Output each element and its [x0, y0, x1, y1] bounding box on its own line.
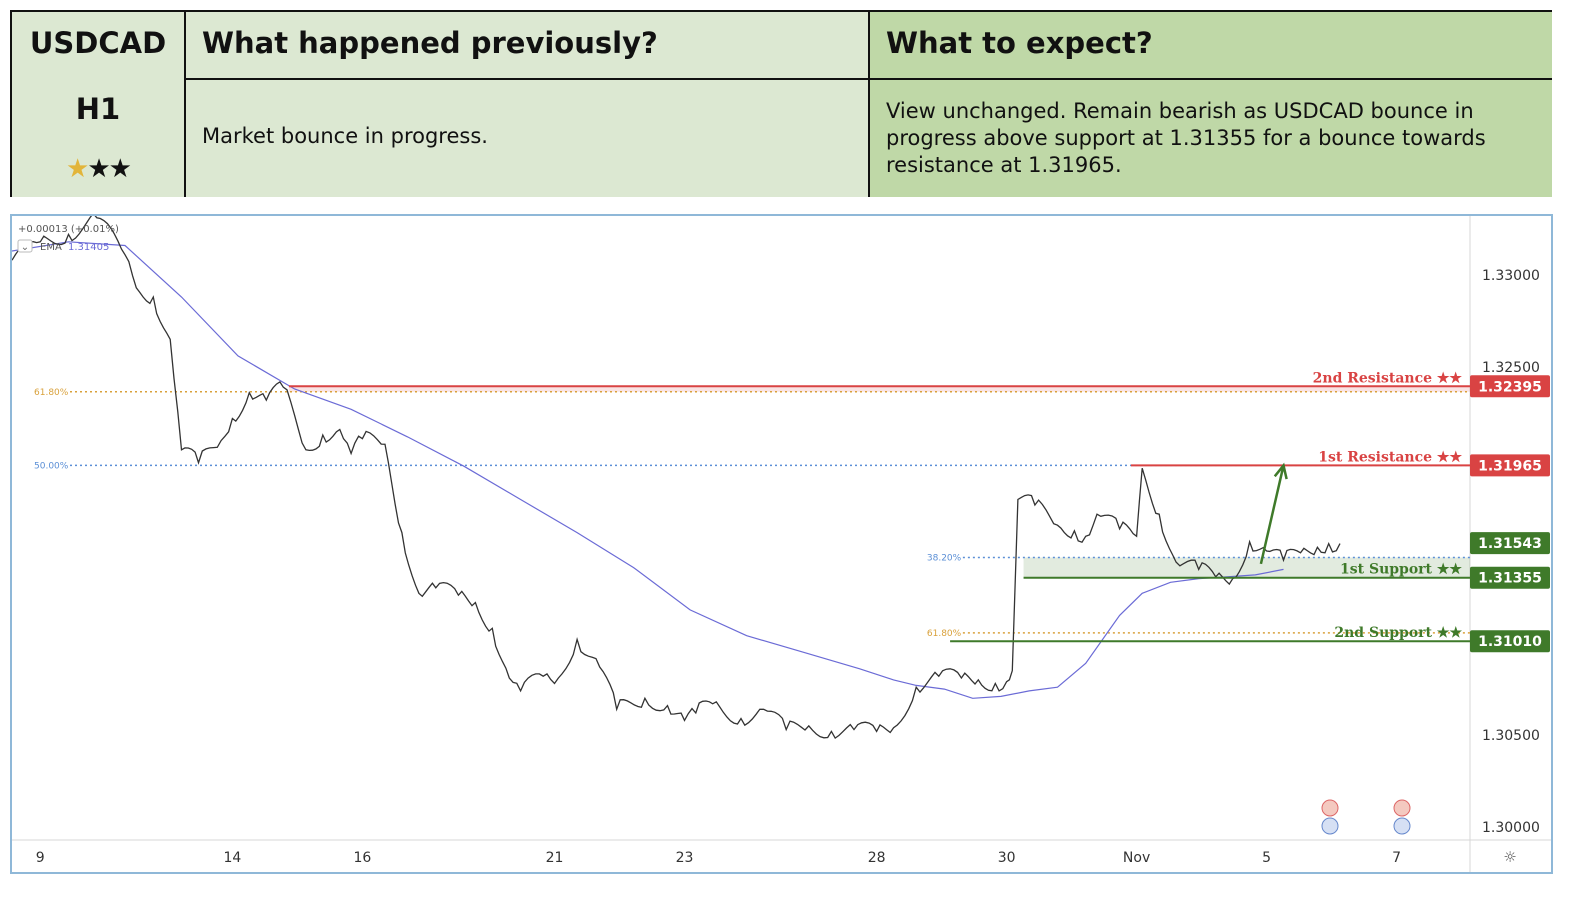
level-tag-value-2: 1.31355 [1478, 571, 1542, 587]
fib-label-3: 61.80% [927, 629, 962, 639]
rating-stars: ★★★ [12, 154, 184, 184]
x-tick-label-4: 23 [676, 850, 694, 866]
settings-icon: ☼ [1503, 848, 1516, 866]
x-tick-label-1: 14 [223, 850, 241, 866]
price-line [12, 216, 1341, 740]
y-tick-label-0: 1.33000 [1482, 268, 1540, 284]
timeframe-label: H1 [75, 92, 121, 126]
x-tick-label-6: 30 [998, 850, 1016, 866]
previous-text: Market bounce in progress. [202, 124, 488, 148]
level-tag-value-3: 1.31010 [1478, 634, 1542, 650]
last-price-tag-value: 1.31543 [1478, 536, 1542, 552]
symbol-title: USDCAD [29, 26, 167, 60]
collapse-toggle [17, 239, 33, 253]
y-tick-label-1: 1.32500 [1482, 360, 1540, 376]
x-tick-label-0: 9 [36, 850, 45, 866]
star-gold-icon: ★ [66, 154, 89, 184]
level-label-1: 1st Resistance ★★ [1318, 449, 1462, 465]
previous-heading: What happened previously? [202, 26, 658, 60]
level-tag-bg-1 [1470, 454, 1550, 477]
expect-heading: What to expect? [886, 26, 1153, 60]
analysis-header-table: USDCAD H1 ★★★ What happened previously? … [10, 10, 1552, 197]
event-flag-ca-icon-0 [1321, 799, 1339, 817]
info-line: +0.00013 (+0.01%) [18, 224, 119, 235]
event-flag-us-icon-0 [1321, 817, 1339, 835]
fib-label-2: 38.20% [927, 553, 962, 563]
level-tag-value-0: 1.32395 [1478, 379, 1542, 395]
x-tick-label-5: 28 [868, 850, 886, 866]
star-black-icon: ★★ [87, 154, 132, 184]
fib-label-0: 61.80% [34, 388, 69, 398]
event-flag-ca-icon-1 [1393, 799, 1411, 817]
event-flag-us-icon-1 [1393, 817, 1411, 835]
header-divider [186, 78, 1552, 80]
chevron-down-icon: ⌄ [21, 242, 29, 253]
y-tick-label-2: 1.30500 [1482, 728, 1540, 744]
x-tick-label-2: 16 [353, 850, 371, 866]
level-zone-0 [288, 386, 1470, 392]
ema-line [12, 241, 1284, 699]
ema-legend-value: 1.31405 [68, 242, 109, 253]
price-chart[interactable]: 61.80% 50.00% 38.20% 61.80% 2nd Resistance ★… [10, 214, 1553, 874]
level-tag-bg-3 [1470, 630, 1550, 653]
level-tag-bg-2 [1470, 566, 1550, 589]
level-tag-value-1: 1.31965 [1478, 458, 1542, 474]
symbol-cell: USDCAD H1 ★★★ [12, 12, 186, 197]
level-tag-bg-0 [1470, 375, 1550, 398]
expect-cell: What to expect? View unchanged. Remain b… [870, 12, 1552, 197]
y-tick-label-3: 1.30000 [1482, 820, 1540, 836]
last-price-tag-bg [1470, 532, 1550, 555]
projection-arrow-head [1273, 462, 1288, 480]
expect-text: View unchanged. Remain bearish as USDCAD… [886, 99, 1486, 177]
x-tick-label-3: 21 [546, 850, 564, 866]
chart-svg: 61.80% 50.00% 38.20% 61.80% 2nd Resistance ★… [12, 216, 1551, 872]
x-tick-label-9: 7 [1392, 850, 1401, 866]
projection-arrow-shaft [1259, 465, 1285, 565]
level-zone-2 [1023, 557, 1470, 578]
ema-legend-label: EMA [40, 242, 62, 253]
level-label-0: 2nd Resistance ★★ [1313, 370, 1463, 386]
level-label-2: 1st Support ★★ [1340, 562, 1462, 578]
level-label-3: 2nd Support ★★ [1334, 625, 1462, 641]
x-tick-label-8: 5 [1262, 850, 1271, 866]
fib-label-1: 50.00% [34, 461, 69, 471]
x-tick-label-7: Nov [1123, 850, 1150, 866]
previous-cell: What happened previously? Market bounce … [186, 12, 870, 197]
